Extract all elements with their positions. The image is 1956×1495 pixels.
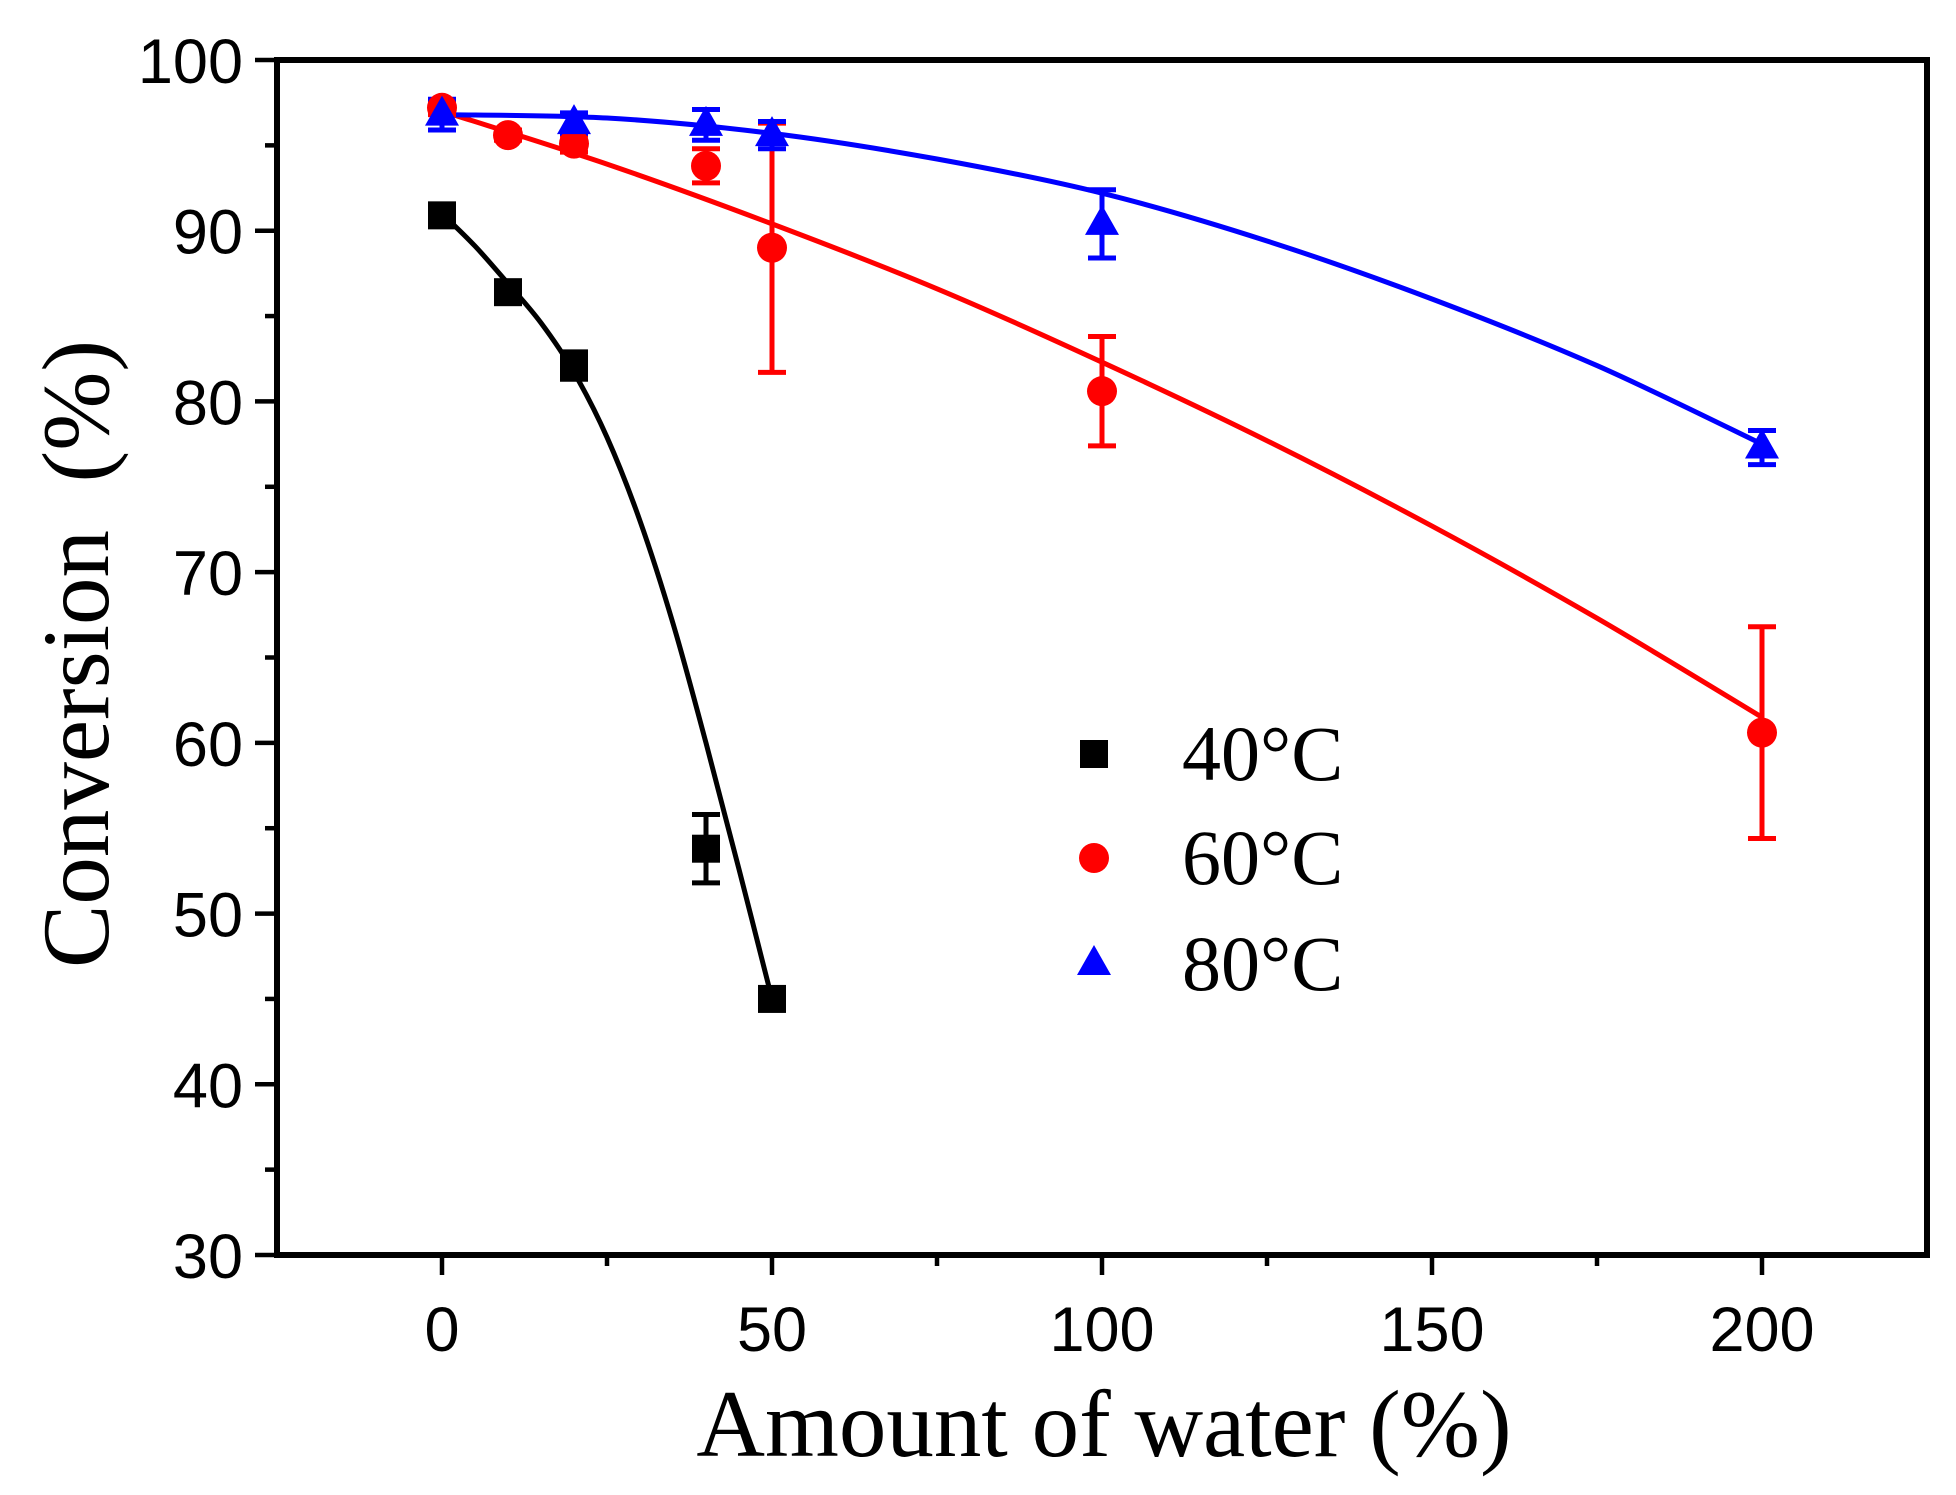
data-point-80c-40 [689,105,723,136]
legend-item-60c: 60°C [1079,814,1343,901]
x-tick-label-50: 50 [737,1295,807,1365]
data-point-40c-10 [494,278,522,307]
data-point-40c-50 [758,984,786,1013]
y-tick-label-40: 40 [173,1051,243,1121]
data-point-40c-0 [428,201,456,230]
data-point-60c-100 [1087,376,1117,407]
x-axis-title: Amount of water (%) [696,1371,1511,1477]
y-axis: 30 40 50 60 70 80 90 100 [138,27,277,1292]
x-tick-label-150: 150 [1379,1295,1484,1365]
legend: 40°C 60°C 80°C [1077,710,1343,1007]
data-point-60c-200 [1747,717,1777,748]
data-point-60c-50 [757,232,787,263]
x-axis: 0 50 100 150 200 [424,1255,1815,1365]
data-point-60c-10 [493,120,523,151]
data-point-60c-40 [691,150,721,181]
data-point-40c-40 [692,834,720,863]
legend-label-60c: 60°C [1182,814,1343,901]
x-tick-label-200: 200 [1709,1295,1814,1365]
data-point-40c-20 [560,351,588,380]
legend-marker-40c [1080,740,1108,768]
data-point-80c-0 [425,95,459,126]
y-tick-label-100: 100 [138,27,243,97]
data-point-80c-20 [557,104,591,135]
y-tick-label-90: 90 [173,198,243,268]
fit-curve-80c [439,112,1765,447]
y-tick-label-30: 30 [173,1222,243,1292]
y-tick-label-70: 70 [173,539,243,609]
x-tick-label-0: 0 [424,1295,459,1365]
data-point-80c-100 [1085,204,1119,235]
data-point-80c-200 [1745,428,1779,459]
legend-label-80c: 80°C [1182,920,1343,1007]
y-tick-label-80: 80 [173,368,243,438]
y-tick-label-60: 60 [173,710,243,780]
legend-item-40c: 40°C [1080,710,1343,797]
legend-label-40c: 40°C [1182,710,1343,797]
legend-item-80c: 80°C [1077,920,1343,1007]
data-point-80c-50 [755,116,789,147]
data-point-60c-20 [559,128,589,159]
fit-curve-40c [439,211,775,1002]
data-points [425,92,1779,1013]
y-tick-label-50: 50 [173,881,243,951]
y-axis-title: Conversion (%) [23,340,129,968]
legend-marker-80c [1077,945,1111,975]
x-tick-label-100: 100 [1049,1295,1154,1365]
legend-marker-60c [1079,843,1109,873]
